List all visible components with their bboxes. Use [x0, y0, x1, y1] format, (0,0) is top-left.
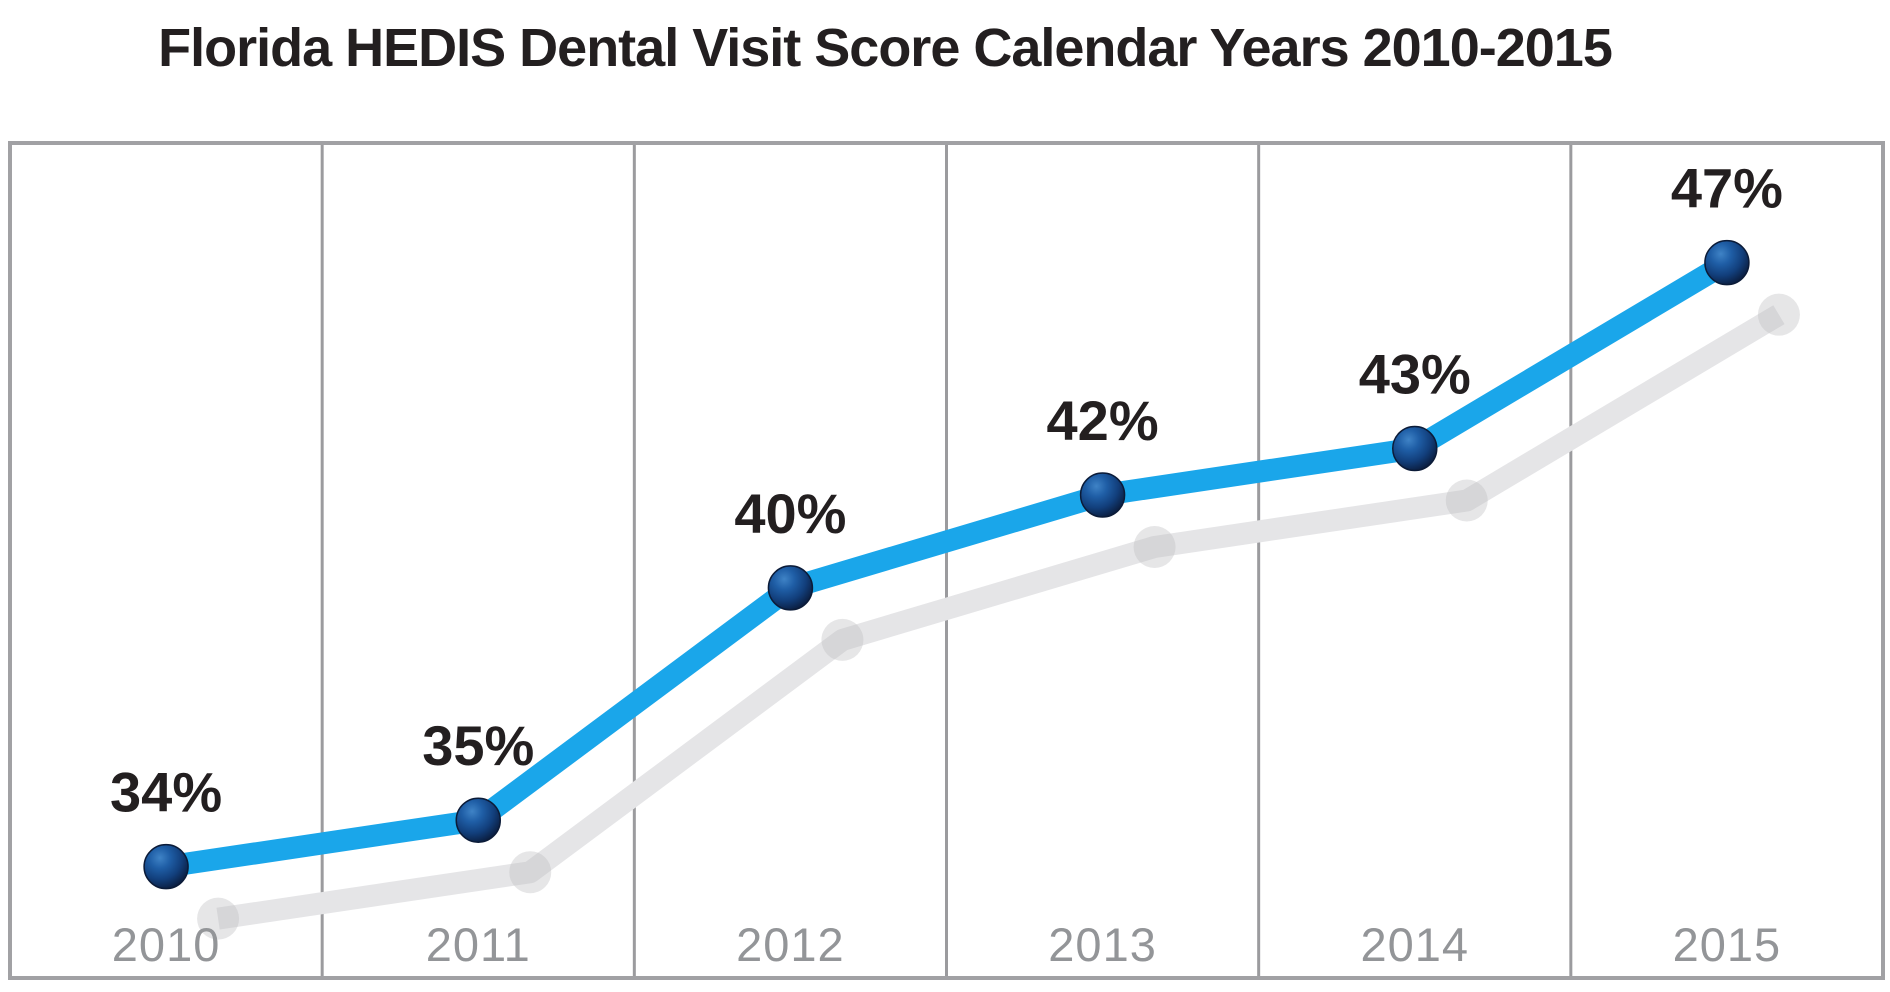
data-point-markers-group	[143, 239, 1750, 890]
x-axis-tick-label: 2012	[736, 918, 845, 971]
data-labels-group: 34% 35% 40% 42% 43% 47%	[110, 157, 1783, 824]
shadow-data-point	[1445, 479, 1488, 522]
x-axis-tick-label: 2015	[1673, 918, 1782, 971]
data-point-label: 42%	[1047, 389, 1159, 452]
data-point-marker	[1392, 425, 1438, 472]
data-point-label: 43%	[1359, 343, 1471, 406]
shadow-data-point	[1757, 293, 1800, 336]
plot-border	[8, 141, 1885, 980]
data-point-label: 40%	[734, 482, 846, 545]
x-axis-tick-label: 2013	[1048, 918, 1157, 971]
shadow-series-group	[197, 293, 1800, 940]
data-point-label: 47%	[1671, 157, 1783, 220]
x-axis-tick-label: 2011	[426, 918, 531, 971]
x-axis-tick-label: 2014	[1360, 918, 1469, 971]
shadow-data-point	[509, 851, 552, 894]
shadow-data-point	[821, 618, 864, 661]
gridlines-group	[320, 145, 1573, 976]
data-point-marker	[143, 843, 189, 890]
data-point-marker	[1704, 239, 1750, 286]
x-axis-tick-label: 2010	[112, 918, 221, 971]
chart-title: Florida HEDIS Dental Visit Score Calenda…	[158, 18, 1613, 78]
data-point-marker	[767, 565, 814, 611]
data-point-label: 34%	[110, 761, 222, 824]
data-point-marker	[455, 797, 501, 843]
trend-line	[164, 253, 1733, 878]
data-point-label: 35%	[422, 714, 534, 777]
main-series-group	[143, 239, 1750, 890]
shadow-data-point	[1133, 525, 1176, 568]
shadow-markers-group	[197, 293, 1800, 940]
data-point-marker	[1079, 472, 1126, 518]
shadow-data-point	[197, 897, 240, 940]
shadow-trend-line	[216, 305, 1785, 930]
x-axis-labels-group: 2010 2011 2012 2013 2014 2015	[112, 918, 1782, 971]
